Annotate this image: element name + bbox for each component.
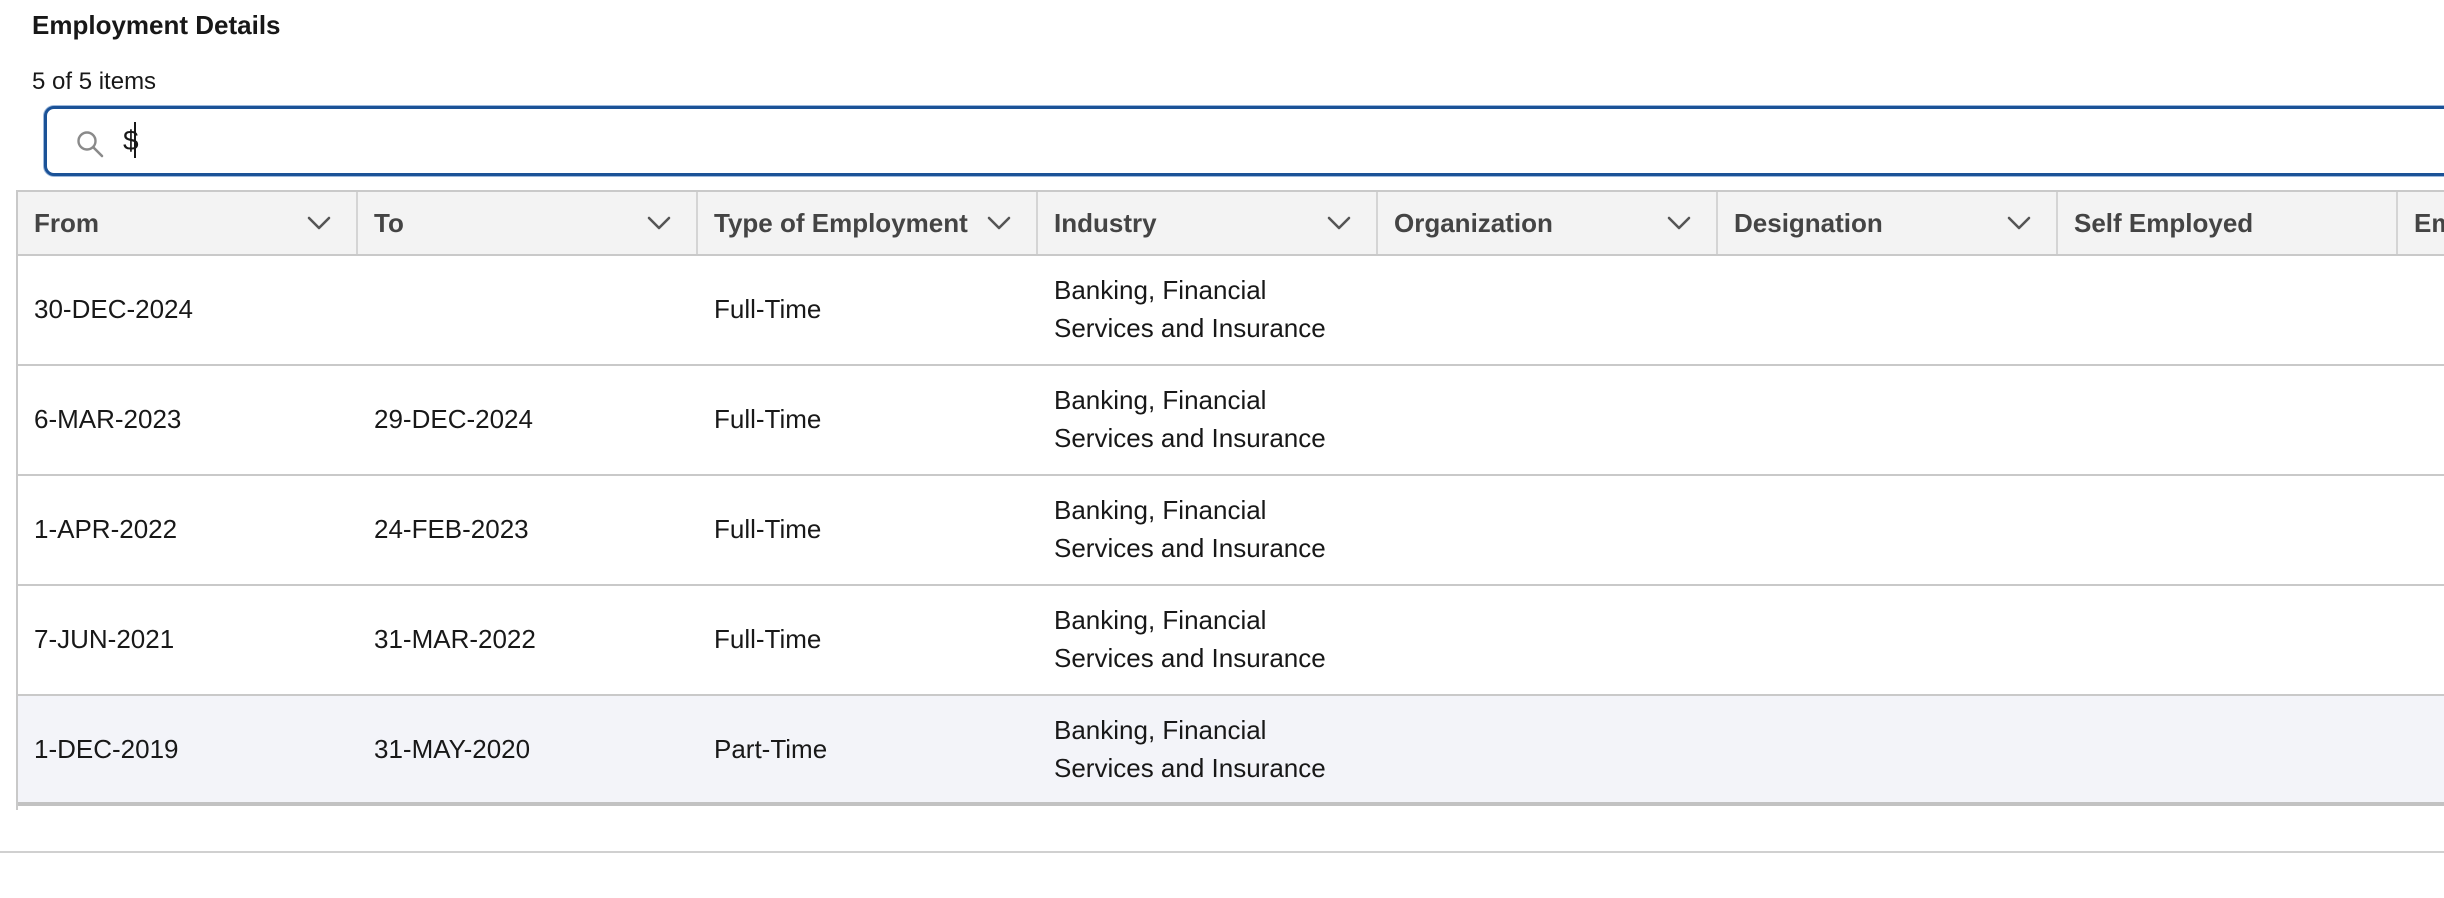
column-header-industry[interactable]: Industry — [1038, 192, 1378, 254]
cell-type: Full-Time — [714, 294, 822, 324]
table-header: From To Type of Employment Industry Orga… — [18, 190, 2444, 256]
column-label: To — [374, 208, 404, 238]
industry-line-2: Services and Insurance — [1054, 423, 1326, 453]
industry-line-1: Banking, Financial — [1054, 385, 1267, 415]
industry-line-2: Services and Insurance — [1054, 753, 1326, 783]
search-box[interactable] — [44, 106, 2444, 176]
section-divider — [0, 851, 2444, 853]
cell-type: Full-Time — [714, 624, 822, 654]
cell-type: Full-Time — [714, 404, 822, 434]
cell-to: 24-FEB-2023 — [374, 514, 529, 544]
column-header-designation[interactable]: Designation — [1718, 192, 2058, 254]
industry-line-1: Banking, Financial — [1054, 605, 1267, 635]
column-header-from[interactable]: From — [18, 192, 358, 254]
cell-industry: Banking, Financial Services and Insuranc… — [1054, 696, 1326, 802]
section-title: Employment Details — [32, 10, 281, 40]
cell-to: 31-MAR-2022 — [374, 624, 536, 654]
cell-industry: Banking, Financial Services and Insuranc… — [1054, 366, 1326, 472]
column-header-self-employed[interactable]: Self Employed — [2058, 192, 2398, 254]
industry-line-1: Banking, Financial — [1054, 715, 1267, 745]
industry-line-2: Services and Insurance — [1054, 313, 1326, 343]
column-header-to[interactable]: To — [358, 192, 698, 254]
cell-industry: Banking, Financial Services and Insuranc… — [1054, 586, 1326, 692]
chevron-down-icon[interactable] — [2006, 214, 2032, 232]
column-label: Self Employed — [2074, 208, 2254, 238]
cell-from: 30-DEC-2024 — [34, 294, 193, 324]
item-count: 5 of 5 items — [32, 68, 157, 95]
cell-type: Part-Time — [714, 734, 828, 764]
column-label: Organization — [1394, 208, 1553, 238]
table-row[interactable]: 1-APR-2022 24-FEB-2023 Full-Time Banking… — [18, 476, 2444, 586]
chevron-down-icon[interactable] — [306, 214, 332, 232]
column-label: Designation — [1734, 208, 1883, 238]
column-header-type-of-employment[interactable]: Type of Employment — [698, 192, 1038, 254]
search-icon — [77, 131, 104, 158]
column-header-truncated[interactable]: Em — [2398, 192, 2444, 254]
cell-industry: Banking, Financial Services and Insuranc… — [1054, 476, 1326, 582]
chevron-down-icon[interactable] — [1666, 214, 1692, 232]
text-caret — [134, 122, 136, 158]
cell-from: 7-JUN-2021 — [34, 624, 175, 654]
column-label: Industry — [1054, 208, 1157, 238]
chevron-down-icon[interactable] — [1326, 214, 1352, 232]
industry-line-2: Services and Insurance — [1054, 643, 1326, 673]
column-label: From — [34, 208, 99, 238]
table-row[interactable]: 7-JUN-2021 31-MAR-2022 Full-Time Banking… — [18, 586, 2444, 696]
industry-line-2: Services and Insurance — [1054, 533, 1326, 563]
column-label: Type of Employment — [714, 208, 968, 238]
column-label: Em — [2414, 208, 2444, 238]
table-row[interactable]: 30-DEC-2024 Full-Time Banking, Financial… — [18, 256, 2444, 366]
table-row[interactable]: 6-MAR-2023 29-DEC-2024 Full-Time Banking… — [18, 366, 2444, 476]
chevron-down-icon[interactable] — [986, 214, 1012, 232]
cell-type: Full-Time — [714, 514, 822, 544]
search-input[interactable] — [123, 121, 723, 161]
employment-table: From To Type of Employment Industry Orga… — [16, 190, 2444, 810]
cell-industry: Banking, Financial Services and Insuranc… — [1054, 256, 1326, 362]
cell-to: 31-MAY-2020 — [374, 734, 531, 764]
column-header-organization[interactable]: Organization — [1378, 192, 1718, 254]
table-row-selected[interactable]: 1-DEC-2019 31-MAY-2020 Part-Time Banking… — [18, 696, 2444, 806]
industry-line-1: Banking, Financial — [1054, 495, 1267, 525]
cell-to: 29-DEC-2024 — [374, 404, 533, 434]
cell-from: 1-APR-2022 — [34, 514, 178, 544]
cell-from: 6-MAR-2023 — [34, 404, 182, 434]
cell-from: 1-DEC-2019 — [34, 734, 179, 764]
industry-line-1: Banking, Financial — [1054, 275, 1267, 305]
chevron-down-icon[interactable] — [646, 214, 672, 232]
